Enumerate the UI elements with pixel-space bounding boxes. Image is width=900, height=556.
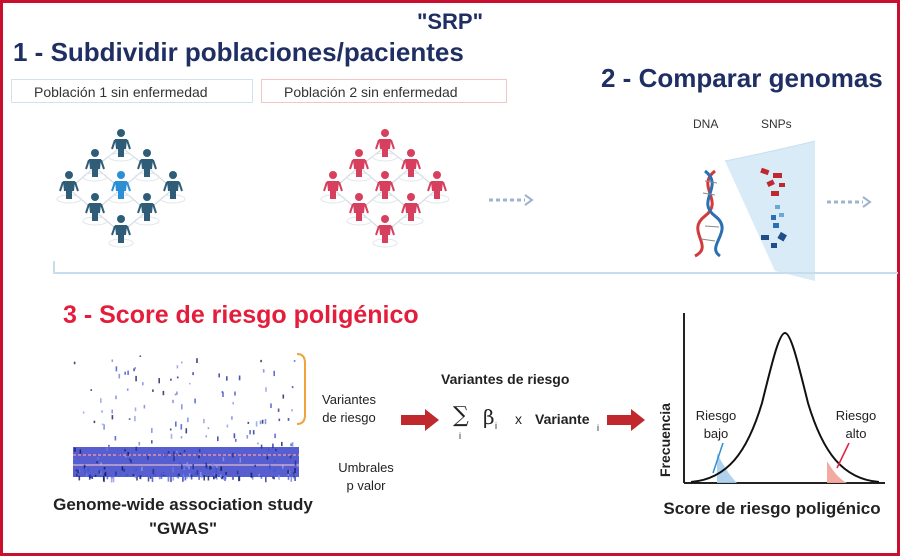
population2-label: Población 2 sin enfermedad	[261, 79, 507, 103]
step1-heading: 1 - Subdividir poblaciones/pacientes	[13, 37, 464, 67]
distribution-ylabel: Frecuencia	[657, 403, 673, 477]
high-risk-label: Riesgo alto	[835, 408, 877, 441]
person-icon	[346, 149, 372, 182]
prs-formula: ∑ i β i x Variante i	[449, 403, 619, 443]
risk-distribution-chart	[683, 313, 885, 484]
person-icon	[320, 171, 346, 204]
population1-network	[56, 129, 186, 248]
times-symbol: x	[515, 411, 522, 427]
dna-snps-illustration	[694, 140, 816, 281]
sum-index: i	[459, 431, 461, 441]
section-bracket	[53, 261, 898, 274]
dna-label: DNA	[693, 117, 719, 131]
variant-index: i	[597, 423, 599, 433]
distribution-ylabel-wrap: Frecuencia	[655, 403, 675, 477]
formula-title: Variantes de riesgo	[441, 371, 570, 387]
person-icon	[398, 193, 424, 226]
gwas-manhattan-plot	[73, 355, 299, 483]
person-icon	[108, 129, 134, 162]
person-icon	[108, 215, 134, 248]
sum-symbol: ∑	[453, 403, 469, 428]
person-icon	[372, 129, 398, 162]
diagram-title: "SRP"	[416, 9, 484, 34]
person-icon	[108, 171, 134, 204]
person-icon	[346, 193, 372, 226]
snps-label: SNPs	[761, 117, 792, 131]
beta-index: i	[495, 421, 497, 431]
person-icon	[372, 171, 398, 204]
person-icon	[424, 171, 450, 204]
variants-label: Variantes de riesgo	[322, 392, 376, 425]
person-icon	[160, 171, 186, 204]
population2-network	[320, 129, 450, 248]
significance-bracket	[296, 353, 306, 425]
arrow-right-icon	[401, 409, 439, 431]
distribution-xlabel: Score de riesgo poligénico	[663, 499, 881, 518]
person-icon	[134, 149, 160, 182]
person-icon	[82, 193, 108, 226]
low-risk-label: Riesgo bajo	[695, 408, 737, 441]
gwas-caption: Genome-wide association study "GWAS"	[53, 495, 313, 538]
person-icon	[56, 171, 82, 204]
beta-symbol: β	[483, 405, 495, 429]
step3-heading: 3 - Score de riesgo poligénico	[63, 301, 419, 329]
step2-heading: 2 - Comparar genomas	[601, 63, 883, 93]
snp-fragments-icon	[760, 167, 787, 248]
variant-term: Variante	[535, 411, 590, 427]
threshold-label: Umbrales p valor	[338, 460, 394, 493]
person-icon	[82, 149, 108, 182]
population1-label: Población 1 sin enfermedad	[11, 79, 253, 103]
flow-arrow-icon	[827, 196, 872, 208]
person-icon	[398, 149, 424, 182]
dna-icon	[694, 169, 724, 258]
arrow-right-icon	[607, 409, 645, 431]
person-icon	[134, 193, 160, 226]
person-icon	[372, 215, 398, 248]
flow-arrow-icon	[489, 194, 534, 206]
